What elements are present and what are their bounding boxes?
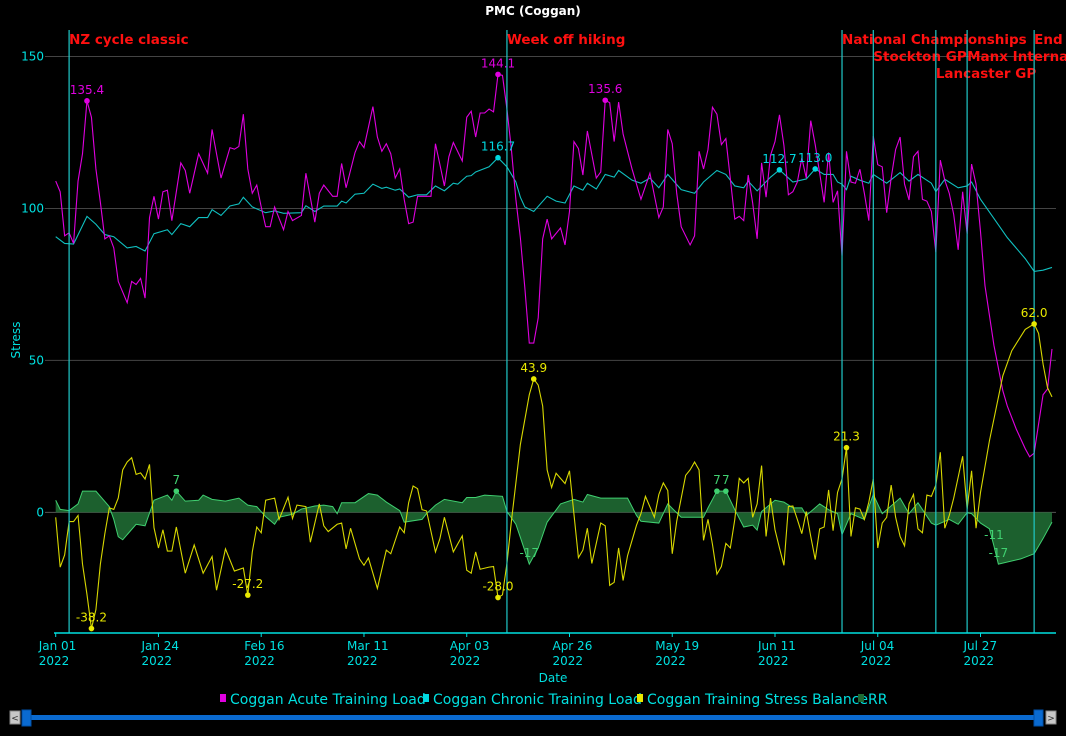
line-series <box>55 73 1053 629</box>
legend-label-rr: RR <box>868 692 888 708</box>
atl-annotation-label: 135.6 <box>588 82 622 96</box>
tsb-annotation-label: -28.0 <box>482 580 513 594</box>
rr-annotation-label: 7 <box>713 473 721 487</box>
rr-annotation-dot <box>723 488 729 494</box>
x-tick-year: 2022 <box>964 654 995 668</box>
legend-label-ctl: Coggan Chronic Training Load <box>433 692 642 708</box>
tsb-annotation-dot <box>245 592 251 598</box>
ctl-annotation-label: 116.7 <box>481 140 515 154</box>
y-axis-label: Stress <box>9 322 23 359</box>
scroll-left-button[interactable] <box>9 710 21 725</box>
rr-series <box>55 490 1053 566</box>
rr-annotation-label: 7 <box>173 473 181 487</box>
ctl-annotation-dot <box>776 167 783 173</box>
x-tick-year: 2022 <box>39 654 70 668</box>
x-tick-year: 2022 <box>347 654 378 668</box>
tsb-annotation-dot <box>495 594 501 601</box>
x-tick-label: Jul 27 <box>963 639 998 653</box>
y-axis: 0 50 100 150 <box>21 49 44 519</box>
atl-annotation-label: 135.4 <box>70 83 104 97</box>
x-tick-year: 2022 <box>655 654 686 668</box>
y-tick-label: 150 <box>21 49 44 63</box>
event-label: Manx Interna <box>967 49 1066 65</box>
ctl-annotation-dot <box>495 154 501 161</box>
rr-annotation-dot <box>173 488 180 494</box>
x-tick-year: 2022 <box>141 654 172 668</box>
x-tick-year: 2022 <box>758 654 789 668</box>
legend-swatch-atl <box>220 694 226 702</box>
gridlines <box>45 55 1056 513</box>
y-tick-label: 0 <box>36 505 44 519</box>
x-tick-year: 2022 <box>552 654 583 668</box>
y-tick-label: 50 <box>29 353 44 367</box>
atl-annotation-dot <box>495 71 501 78</box>
x-tick-label: Jan 24 <box>140 639 179 653</box>
event-markers: NZ cycle classic Week off hiking National … <box>68 30 1066 633</box>
x-tick-year: 2022 <box>244 654 275 668</box>
rr-area <box>55 491 1052 565</box>
ctl-annotation-label: 113.0 <box>798 151 832 165</box>
ctl-annotation-label: 112.7 <box>762 152 796 166</box>
ctl-annotation-dot <box>812 166 819 172</box>
rr-annotation-label: -17 <box>989 546 1009 560</box>
event-label: Stockton GP <box>873 49 967 65</box>
x-tick-year: 2022 <box>450 654 481 668</box>
x-tick-label: Jan 01 <box>38 639 77 653</box>
scroll-right-icon: > <box>1047 714 1055 724</box>
tsb-annotation-label: -38.2 <box>76 611 107 625</box>
tsb-annotation-dot <box>530 376 537 382</box>
x-tick-label: Jul 04 <box>860 639 895 653</box>
event-label: Week off hiking <box>507 32 625 48</box>
event-label: Lancaster GP <box>936 66 1037 82</box>
rr-annotation-label: -11 <box>984 528 1004 542</box>
x-tick-label: May 19 <box>655 639 699 653</box>
x-tick-year: 2022 <box>861 654 892 668</box>
atl-annotation-dot <box>602 97 609 104</box>
rr-annotation-label: -17 <box>519 546 539 560</box>
tsb-annotation-label: -27.2 <box>232 577 263 591</box>
x-tick-label: Jun 11 <box>757 639 796 653</box>
legend-swatch-ctl <box>423 694 429 702</box>
legend-swatch-tsb <box>637 694 643 702</box>
ctl-line <box>55 156 1053 272</box>
scroll-left-icon: < <box>11 714 19 724</box>
rr-annotation-label: 7 <box>722 473 730 487</box>
legend: Coggan Acute Training Load Coggan Chronic… <box>220 692 888 708</box>
x-tick-label: Mar 11 <box>347 639 389 653</box>
x-axis-label: Date <box>539 671 568 685</box>
x-tick-label: Apr 03 <box>450 639 490 653</box>
chart-title: PMC (Coggan) <box>485 4 581 18</box>
tsb-annotation-label: 21.3 <box>833 430 860 444</box>
rr-line <box>55 490 1053 566</box>
range-scrollbar[interactable]: < > <box>9 709 1057 727</box>
tsb-annotation-dot <box>1031 321 1037 327</box>
tsb-annotation-label: 62.0 <box>1021 306 1048 320</box>
atl-annotation-dot <box>84 98 90 104</box>
x-tick-label: Apr 26 <box>552 639 592 653</box>
range-end-handle[interactable] <box>1033 709 1044 727</box>
legend-swatch-rr <box>858 694 864 702</box>
legend-label-tsb: Coggan Training Stress Balance <box>647 692 868 708</box>
legend-label-atl: Coggan Acute Training Load <box>230 692 426 708</box>
event-label: National Championships <box>842 32 1027 48</box>
event-label: NZ cycle classic <box>69 32 189 48</box>
scroll-right-button[interactable] <box>1045 710 1057 725</box>
tsb-annotation-dot <box>88 625 95 632</box>
atl-annotation-label: 144.1 <box>481 56 515 70</box>
scroll-track[interactable] <box>26 715 1040 720</box>
annotations: 135.4 144.1 135.6 116.7 112.7 113.0 -38.2 -27.2… <box>70 56 1048 632</box>
tsb-annotation-label: 43.9 <box>520 361 547 375</box>
tsb-line <box>55 323 1053 629</box>
tsb-annotation-dot <box>843 444 850 451</box>
event-label: End <box>1034 32 1063 48</box>
x-tick-label: Feb 16 <box>244 639 284 653</box>
rr-annotation-dot <box>714 488 720 494</box>
range-start-handle[interactable] <box>21 709 32 727</box>
atl-line <box>55 73 1053 458</box>
y-tick-label: 100 <box>21 201 44 215</box>
